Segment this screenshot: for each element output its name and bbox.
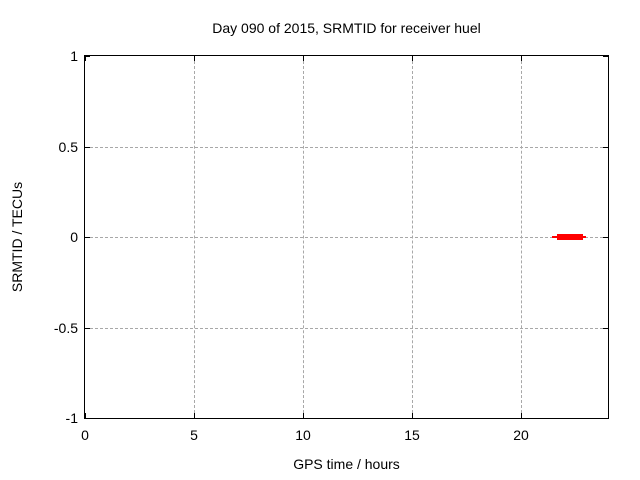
data-segment-core <box>557 234 583 240</box>
y-tick-mark <box>603 418 608 419</box>
y-tick-label: 0 <box>70 229 78 245</box>
x-tick-mark <box>303 413 304 418</box>
y-tick-mark <box>85 328 90 329</box>
y-tick-mark <box>603 147 608 148</box>
y-tick-mark <box>85 56 90 57</box>
y-tick-label: 0.5 <box>58 139 78 155</box>
y-tick-label: 1 <box>70 48 78 64</box>
y-tick-mark <box>85 237 90 238</box>
y-tick-mark <box>603 237 608 238</box>
x-tick-label: 0 <box>81 427 89 443</box>
x-tick-mark <box>412 413 413 418</box>
gridline-y <box>85 237 608 238</box>
x-tick-mark <box>521 56 522 61</box>
x-tick-mark <box>412 56 413 61</box>
y-tick-mark <box>603 328 608 329</box>
gridline-y <box>85 328 608 329</box>
x-tick-label: 10 <box>295 427 311 443</box>
plot-area <box>84 55 609 419</box>
x-tick-mark <box>303 56 304 61</box>
x-tick-mark <box>85 56 86 61</box>
x-tick-mark <box>521 413 522 418</box>
x-tick-label: 5 <box>190 427 198 443</box>
x-axis-label: GPS time / hours <box>293 456 400 472</box>
x-tick-mark <box>194 413 195 418</box>
chart-title: Day 090 of 2015, SRMTID for receiver hue… <box>212 20 481 36</box>
y-tick-mark <box>85 147 90 148</box>
y-tick-mark <box>603 56 608 57</box>
x-tick-label: 15 <box>404 427 420 443</box>
x-tick-label: 20 <box>513 427 529 443</box>
x-tick-mark <box>194 56 195 61</box>
gridline-y <box>85 147 608 148</box>
y-tick-mark <box>85 418 90 419</box>
y-tick-label: -0.5 <box>53 320 78 336</box>
y-tick-label: -1 <box>65 410 78 426</box>
x-tick-mark <box>85 413 86 418</box>
